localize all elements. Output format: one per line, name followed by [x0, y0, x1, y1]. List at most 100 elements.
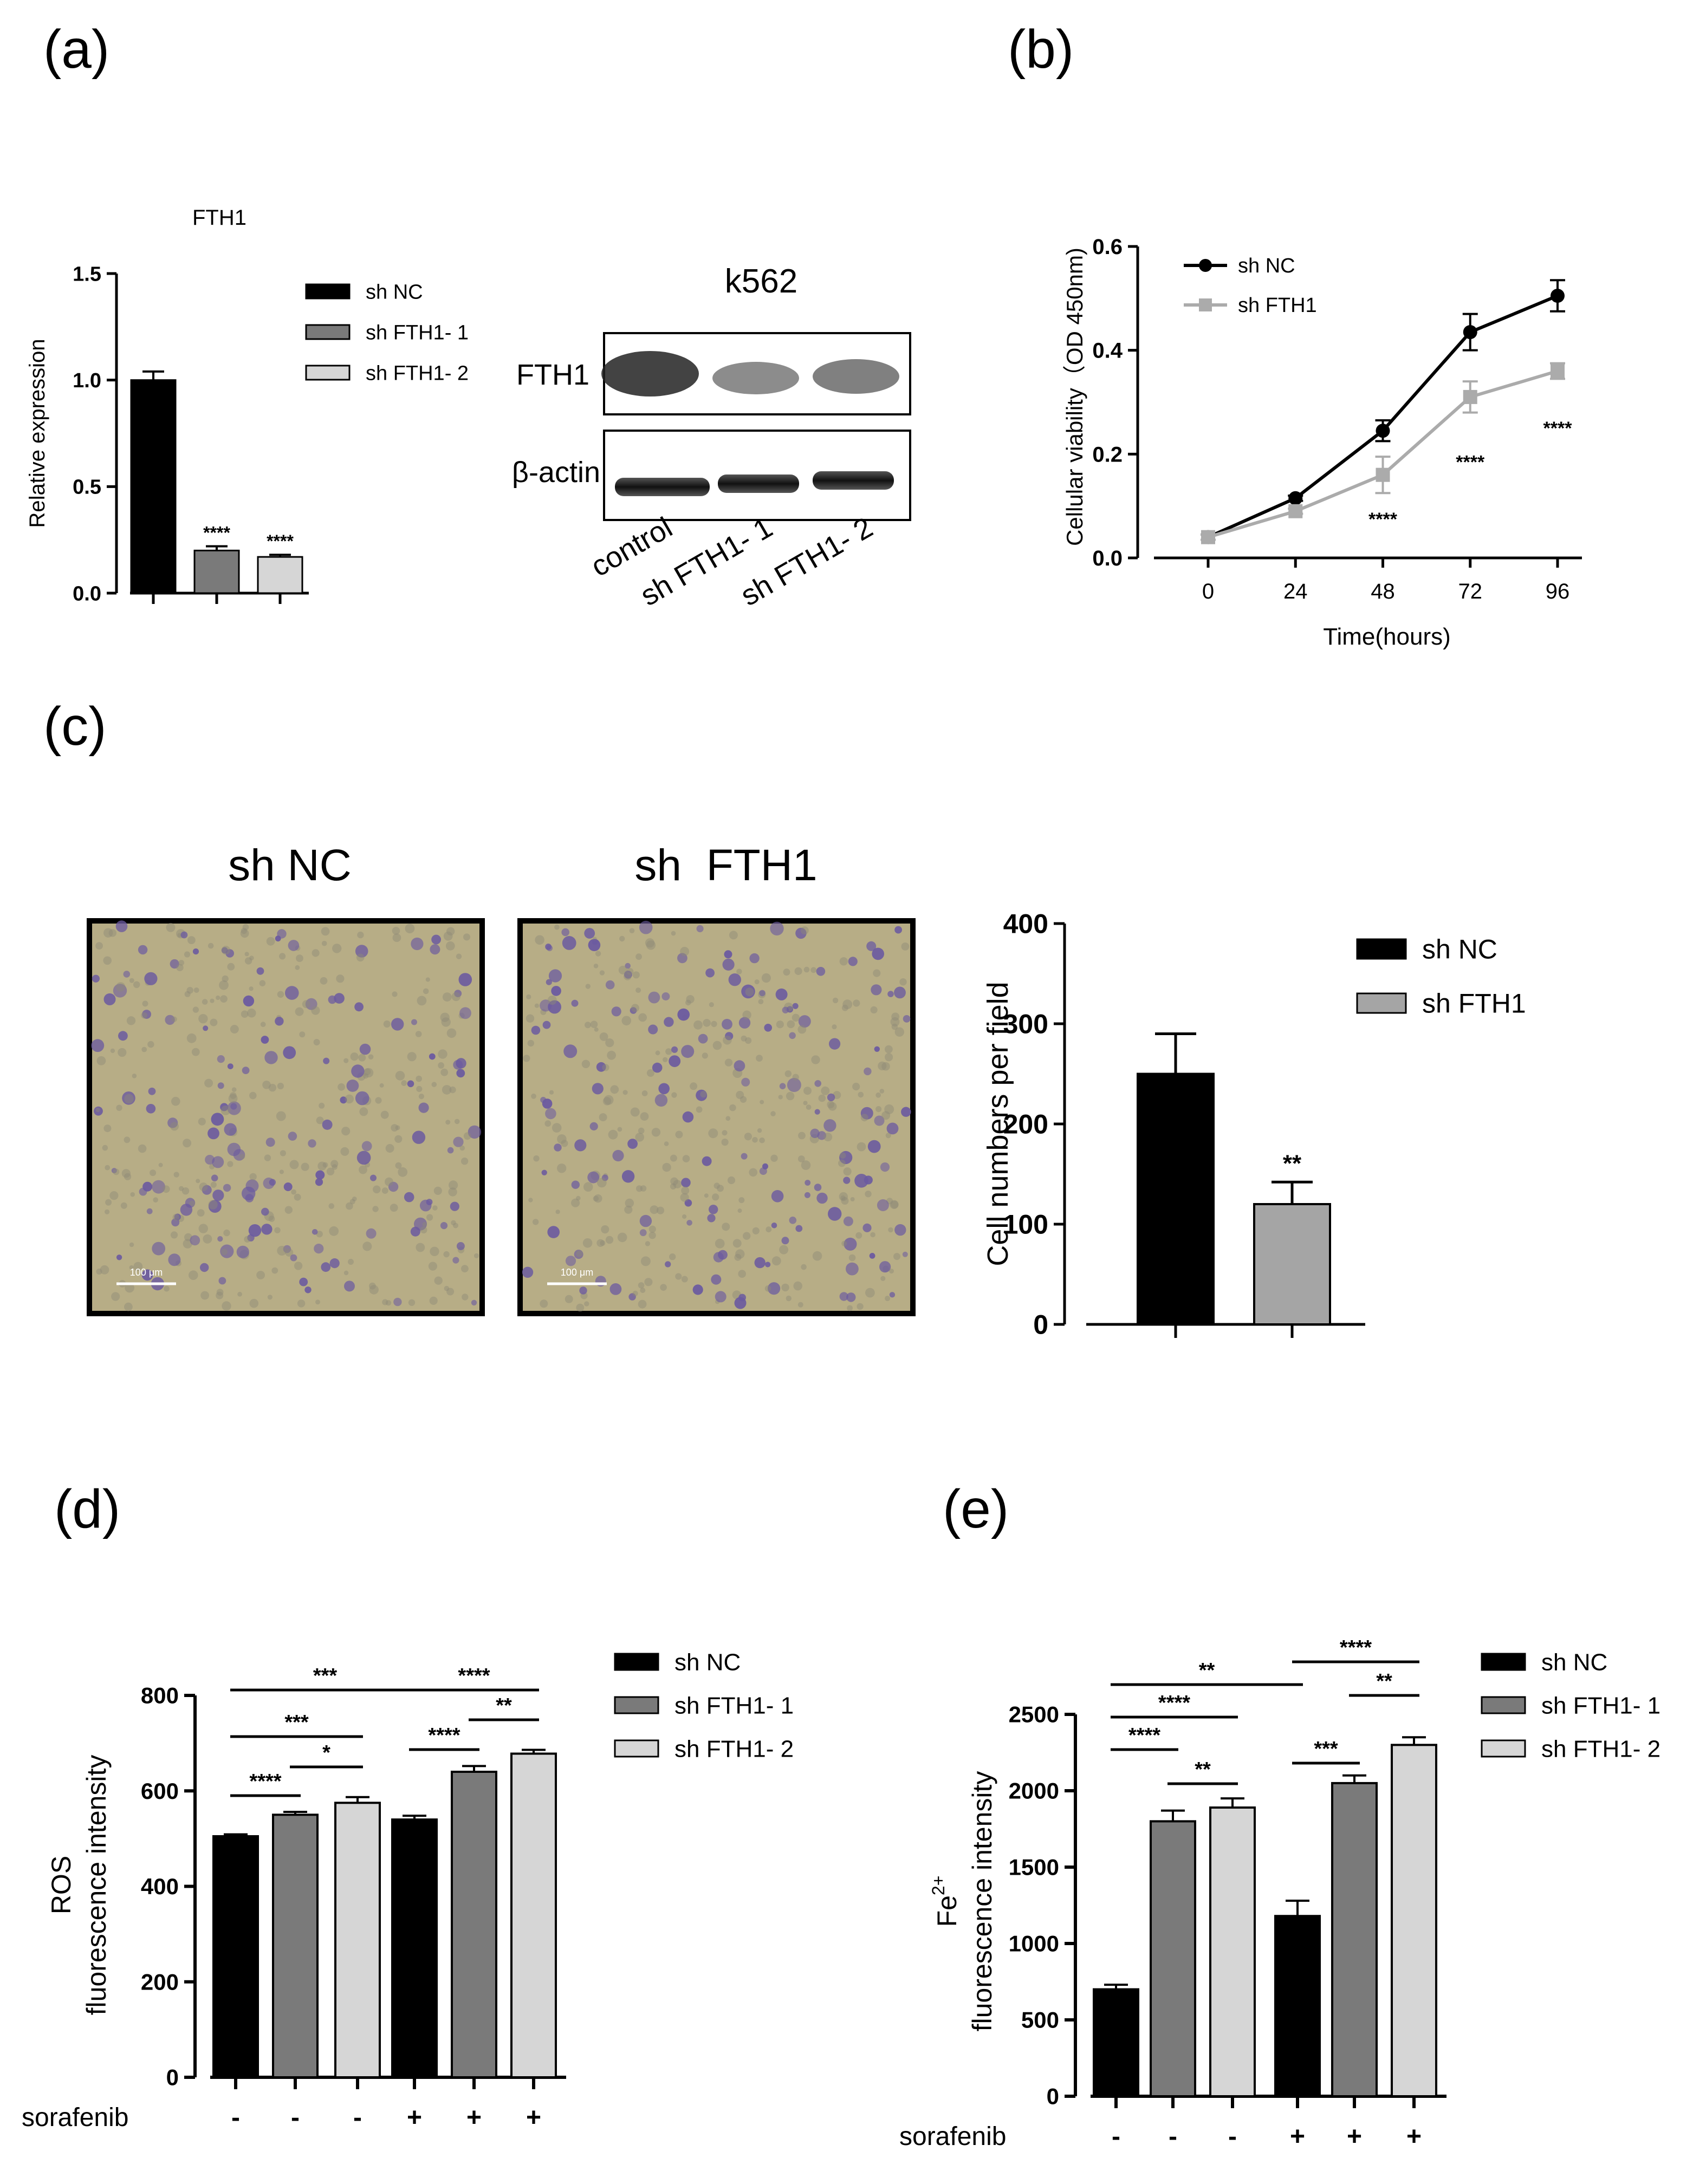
sorafenib-sign: +: [1290, 2122, 1305, 2151]
cell-dot: [199, 1182, 208, 1192]
cell-dot: [381, 1187, 388, 1194]
cell-dot: [192, 948, 199, 955]
cell-dot: [118, 1031, 128, 1041]
sorafenib-sign: -: [1169, 2122, 1177, 2151]
cell-dot: [340, 1147, 349, 1156]
cell-dot: [150, 1169, 157, 1176]
cell-dot: [148, 1087, 156, 1095]
cell-dot: [319, 1102, 325, 1109]
cell-dot: [404, 1192, 414, 1202]
y-tick-label: 1.0: [73, 369, 101, 392]
cell-dot: [621, 1016, 632, 1026]
panel-label-b: (b): [1008, 19, 1074, 80]
cell-dot: [217, 1082, 224, 1089]
cell-dot: [420, 1226, 427, 1234]
cell-dot: [608, 1129, 618, 1140]
cell-dot: [313, 1039, 320, 1045]
cell-dot: [527, 1039, 534, 1047]
cell-dot: [665, 1048, 672, 1055]
cell-dot: [605, 980, 615, 990]
cell-dot: [130, 1192, 135, 1197]
cell-dot: [207, 942, 214, 949]
cell-dot: [332, 944, 342, 953]
cell-dot: [881, 1111, 891, 1120]
legend-label: sh FTH1- 1: [1541, 1692, 1660, 1719]
cell-dot: [745, 987, 754, 997]
cell-dot: [841, 1004, 848, 1011]
cell-dot: [265, 1138, 275, 1147]
legend-label: sh FTH1- 2: [1541, 1735, 1660, 1762]
cell-dot: [669, 1253, 676, 1260]
legend-swatch: [614, 1739, 659, 1758]
cell-dot: [670, 1154, 677, 1162]
blot-band-fth1-control: [601, 351, 699, 396]
significance-label: ****: [267, 531, 294, 551]
cell-dot: [596, 1239, 605, 1247]
cell-dot: [853, 999, 860, 1007]
y-tick-label: 400: [1003, 909, 1048, 939]
legend-label: sh NC: [1238, 255, 1295, 277]
cell-dot: [713, 1252, 724, 1263]
cell-dot: [262, 1081, 271, 1089]
legend-label: sh NC: [1422, 934, 1497, 965]
cell-dot: [243, 995, 255, 1007]
cell-dot: [375, 1097, 382, 1104]
cell-dot: [722, 958, 735, 971]
cell-dot: [846, 1292, 856, 1302]
cell-dot: [241, 1010, 249, 1018]
cell-dot: [444, 1285, 450, 1291]
cell-dot: [673, 1180, 682, 1189]
cell-dot: [221, 946, 231, 955]
cell-dot: [724, 950, 732, 959]
cell-dot: [725, 1116, 731, 1121]
cell-dot: [103, 993, 116, 1005]
cell-dot: [230, 1025, 239, 1034]
cell-dot: [126, 1016, 136, 1025]
cell-dot: [210, 1181, 217, 1188]
cell-dot: [164, 1286, 170, 1292]
cell-dot: [557, 1164, 567, 1173]
cell-dot: [681, 1186, 690, 1195]
cell-dot: [729, 931, 738, 940]
cell-dot: [821, 1086, 830, 1095]
cell-dot: [230, 1092, 237, 1099]
cell-dot: [771, 1256, 781, 1266]
cell-dot: [758, 999, 764, 1005]
cell-dot: [759, 1167, 767, 1175]
cell-dot: [823, 1133, 833, 1142]
significance-label: ****: [1340, 1636, 1372, 1659]
blot-band-actin-control: [615, 478, 710, 496]
cell-dot: [242, 1067, 250, 1074]
cell-dot: [356, 1150, 371, 1165]
cell-dot: [289, 1160, 299, 1169]
cell-dot: [116, 1104, 122, 1111]
cell-dot: [680, 1193, 689, 1202]
cell-dot: [680, 947, 690, 956]
cell-dot: [249, 955, 254, 960]
cell-dot: [749, 1168, 757, 1177]
cell-dot: [781, 1237, 789, 1245]
cell-dot: [216, 1289, 224, 1296]
cell-dot: [212, 1156, 224, 1168]
cell-dot: [873, 969, 881, 977]
cell-dot: [741, 1077, 750, 1087]
cell-dot: [721, 1139, 729, 1146]
significance-label: **: [496, 1694, 512, 1717]
cell-dot: [752, 1137, 758, 1143]
cell-dot: [425, 977, 430, 982]
cell-dot: [901, 942, 910, 951]
significance-label: **: [1195, 1758, 1211, 1781]
cell-dot: [211, 1174, 218, 1182]
cell-dot: [684, 1199, 692, 1207]
cell-dot: [650, 1205, 659, 1214]
cell-dot: [798, 1132, 806, 1140]
cell-dot: [167, 1117, 178, 1128]
cell-dot: [355, 945, 368, 958]
cell-dot: [607, 1050, 616, 1060]
cell-dot: [547, 996, 557, 1005]
cell-dot: [857, 1142, 866, 1152]
cell-dot: [103, 928, 113, 938]
cell-dot: [405, 924, 415, 934]
cell-dot: [531, 1093, 536, 1099]
legend-label: sh NC: [366, 281, 423, 303]
